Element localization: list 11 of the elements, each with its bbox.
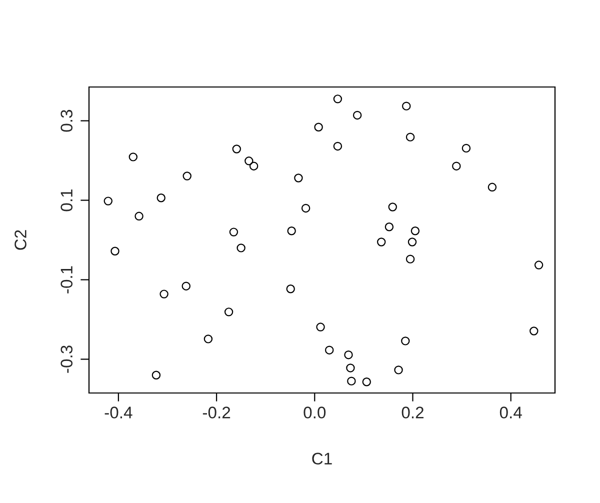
y-tick-label: 0.3 — [60, 110, 73, 132]
x-tick-label: -0.2 — [202, 406, 230, 418]
y-tick-label: -0.1 — [60, 266, 73, 294]
y-tick-label: -0.3 — [60, 346, 73, 373]
x-tick-label: 0.0 — [304, 406, 326, 418]
x-tick-label: 0.4 — [500, 406, 522, 418]
x-axis-title: C1 — [312, 452, 332, 465]
x-tick-label: -0.4 — [104, 406, 132, 418]
x-tick-label: 0.2 — [402, 406, 424, 418]
y-tick-label: 0.1 — [60, 189, 73, 212]
y-axis-title: C2 — [14, 230, 26, 250]
